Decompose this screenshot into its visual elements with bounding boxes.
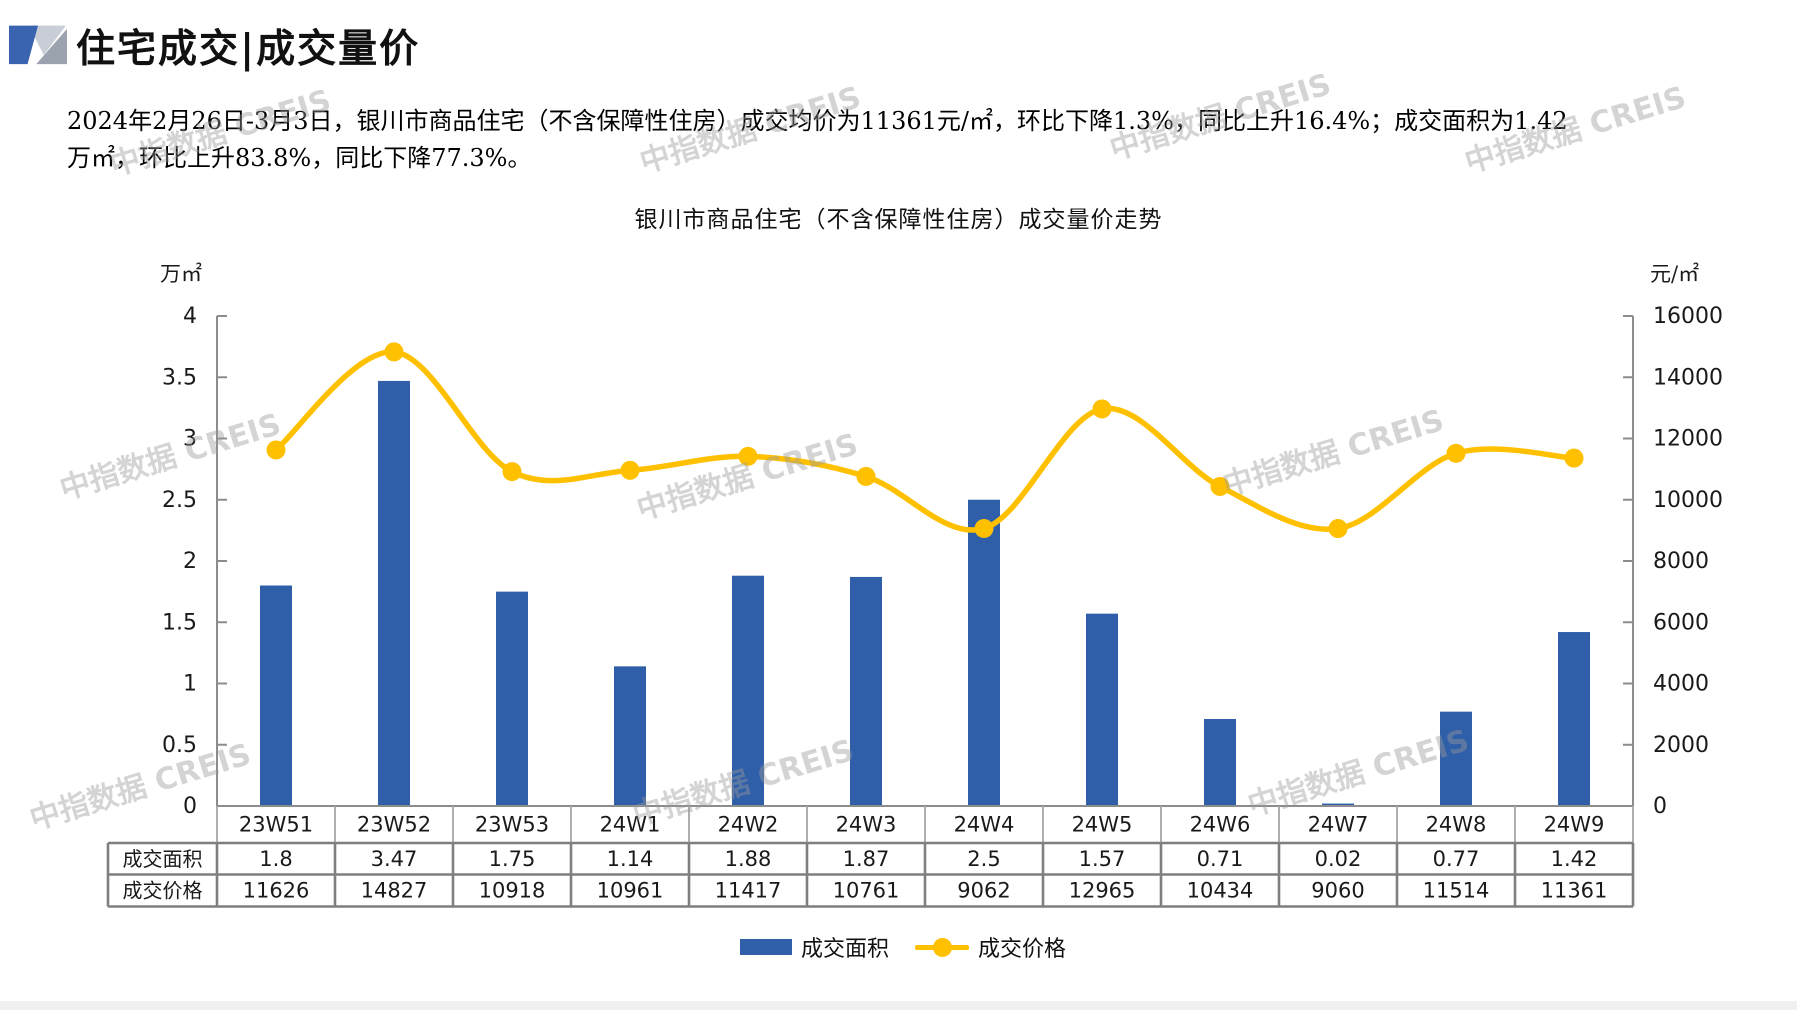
left-tick-label: 2	[183, 549, 197, 574]
summary-paragraph: 2024年2月26日-3月3日，银川市商品住宅（不含保障性住房）成交均价为113…	[67, 103, 1747, 177]
bar	[614, 666, 646, 806]
table-cell: 11626	[243, 879, 310, 903]
bar	[260, 585, 292, 806]
table-cell: 1.8	[259, 847, 292, 871]
table-row-header: 成交价格	[123, 879, 203, 903]
category-label: 24W5	[1072, 813, 1133, 837]
left-tick-label: 1	[183, 672, 197, 697]
table-cell: 9062	[957, 879, 1010, 903]
category-label: 24W1	[600, 813, 661, 837]
table-cell: 10434	[1187, 879, 1254, 903]
left-axis-unit-label: 万㎡	[160, 262, 202, 286]
chart-legend: 成交面积 成交价格	[740, 932, 1066, 962]
price-point	[1210, 476, 1230, 496]
page-title: 住宅成交|成交量价	[76, 26, 421, 72]
left-tick-label: 1.5	[162, 610, 197, 635]
bar	[1086, 613, 1118, 806]
price-line	[273, 349, 1577, 533]
price-point	[620, 460, 640, 480]
volume-price-chart: 0 0.5 1 1.5 2 2.5 3 3.5 4 0 2000 4000 6000 8000 10000 1…	[106, 304, 1723, 908]
left-tick-label: 0.5	[162, 733, 197, 758]
bar	[378, 380, 410, 806]
price-point	[1092, 399, 1112, 419]
right-tick-label: 14000	[1653, 365, 1723, 390]
table-cell: 1.57	[1079, 847, 1126, 871]
bar	[968, 499, 1000, 806]
price-point	[738, 446, 758, 466]
bar	[1322, 803, 1354, 806]
bar	[732, 575, 764, 806]
table-cell: 1.88	[725, 847, 772, 871]
table-cell: 0.71	[1197, 847, 1244, 871]
table-cell: 10961	[597, 879, 664, 903]
right-tick-label: 10000	[1653, 488, 1723, 513]
category-label: 24W6	[1190, 813, 1251, 837]
bar	[1558, 632, 1590, 806]
right-tick-label: 2000	[1653, 733, 1709, 758]
table-cell: 10761	[833, 879, 900, 903]
chart-area: 0 0.5 1 1.5 2 2.5 3 3.5 4 0 2000 4000 6000 8000 10000 1…	[0, 230, 1797, 1010]
legend-area-label: 成交面积	[801, 937, 890, 962]
table-cell: 11514	[1423, 879, 1490, 903]
price-point	[1446, 443, 1466, 463]
price-point	[1564, 448, 1584, 468]
category-label: 24W2	[718, 813, 779, 837]
table-cell: 1.42	[1551, 847, 1598, 871]
price-point	[1328, 519, 1348, 539]
table-cell: 3.47	[371, 847, 418, 871]
legend-line-swatch	[915, 937, 970, 957]
left-tick-label: 2.5	[162, 488, 197, 513]
table-cell: 0.77	[1433, 847, 1480, 871]
right-tick-label: 4000	[1653, 672, 1709, 697]
price-point	[266, 440, 286, 460]
right-tick-label: 0	[1653, 794, 1667, 819]
right-tick-label: 8000	[1653, 549, 1709, 574]
table-cell: 9060	[1311, 879, 1364, 903]
category-label: 23W52	[357, 813, 431, 837]
legend-bar-swatch	[740, 939, 792, 955]
bar	[496, 591, 528, 806]
right-axis-unit-label: 元/㎡	[1650, 262, 1700, 286]
left-tick-label: 3	[183, 427, 197, 452]
bar	[1204, 719, 1236, 806]
table-cell: 1.87	[843, 847, 890, 871]
table-cell: 12965	[1069, 879, 1136, 903]
summary-line-1: 2024年2月26日-3月3日，银川市商品住宅（不含保障性住房）成交均价为113…	[67, 107, 1568, 135]
right-tick-label: 16000	[1653, 304, 1723, 329]
table-cell: 10918	[479, 879, 546, 903]
bar	[1440, 711, 1472, 806]
legend-line-dot-icon	[933, 937, 953, 957]
category-label: 24W4	[954, 813, 1015, 837]
right-tick-label: 12000	[1653, 427, 1723, 452]
summary-line-2: 万㎡，环比上升83.8%，同比下降77.3%。	[67, 144, 532, 172]
left-tick-label: 3.5	[162, 365, 197, 390]
bar	[850, 576, 882, 806]
page-bottom-edge	[0, 1001, 1797, 1010]
right-tick-label: 6000	[1653, 610, 1709, 635]
creis-logo	[9, 24, 67, 65]
left-tick-label: 0	[183, 794, 197, 819]
category-label: 24W3	[836, 813, 897, 837]
table-cell: 14827	[361, 879, 428, 903]
category-label: 24W7	[1308, 813, 1369, 837]
category-label: 24W8	[1426, 813, 1487, 837]
chart-title: 银川市商品住宅（不含保障性住房）成交量价走势	[634, 207, 1163, 233]
left-tick-label: 4	[183, 304, 197, 329]
table-row-header: 成交面积	[123, 847, 203, 871]
legend-price-label: 成交价格	[978, 937, 1067, 962]
table-cell: 1.75	[489, 847, 536, 871]
table-cell: 1.14	[607, 847, 654, 871]
price-point	[974, 518, 994, 538]
price-point	[384, 342, 404, 362]
table-cell: 11361	[1541, 879, 1608, 903]
category-label: 24W9	[1544, 813, 1605, 837]
price-point	[856, 466, 876, 486]
table-cell: 0.02	[1315, 847, 1362, 871]
category-label: 23W53	[475, 813, 549, 837]
category-label: 23W51	[239, 813, 313, 837]
table-cell: 2.5	[967, 847, 1000, 871]
price-point	[502, 462, 522, 482]
table-cell: 11417	[715, 879, 782, 903]
